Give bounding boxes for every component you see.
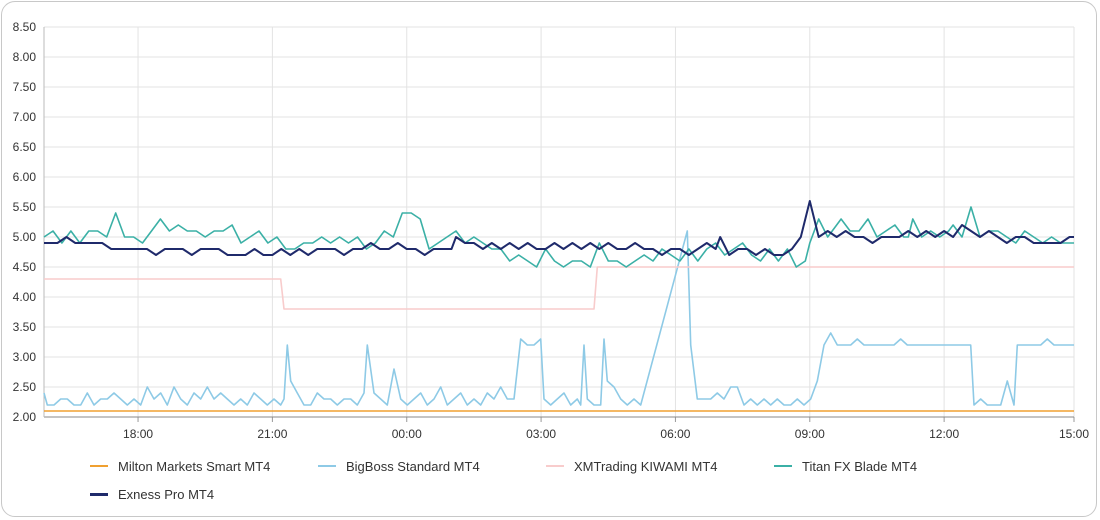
y-tick-label: 4.00: [13, 290, 37, 304]
legend-label: Titan FX Blade MT4: [802, 458, 918, 474]
x-tick-label: 18:00: [123, 427, 153, 441]
x-tick-label: 09:00: [795, 427, 825, 441]
y-tick-label: 8.50: [13, 20, 37, 34]
legend-swatch: [90, 492, 108, 496]
legend-label: Exness Pro MT4: [118, 486, 215, 502]
y-tick-label: 8.00: [13, 50, 37, 64]
series-line: [44, 200, 1074, 256]
legend-label: Milton Markets Smart MT4: [118, 458, 271, 474]
x-tick-label: 21:00: [257, 427, 287, 441]
x-tick-label: 03:00: [526, 427, 556, 441]
series-line: [43, 230, 1074, 406]
y-tick-label: 6.00: [13, 170, 37, 184]
y-tick-label: 3.50: [13, 320, 37, 334]
y-tick-label: 3.00: [13, 350, 37, 364]
chart-legend: Milton Markets Smart MT4 BigBoss Standard…: [90, 458, 1010, 502]
y-tick-label: 7.00: [13, 110, 37, 124]
y-tick-label: 5.00: [13, 230, 37, 244]
y-tick-label: 2.50: [13, 380, 37, 394]
series-line: [44, 266, 1074, 310]
x-tick-label: 15:00: [1059, 427, 1089, 441]
series-line: [43, 206, 1074, 268]
x-tick-label: 06:00: [660, 427, 690, 441]
y-tick-label: 4.50: [13, 260, 37, 274]
legend-swatch: [318, 465, 336, 467]
legend-swatch: [774, 465, 792, 467]
legend-item[interactable]: BigBoss Standard MT4: [318, 458, 546, 474]
x-tick-label: 00:00: [392, 427, 422, 441]
y-tick-label: 2.00: [13, 410, 37, 424]
legend-item[interactable]: XMTrading KIWAMI MT4: [546, 458, 774, 474]
legend-item[interactable]: Milton Markets Smart MT4: [90, 458, 318, 474]
y-tick-label: 5.50: [13, 200, 37, 214]
legend-label: XMTrading KIWAMI MT4: [574, 458, 718, 474]
y-tick-label: 7.50: [13, 80, 37, 94]
legend-item[interactable]: Titan FX Blade MT4: [774, 458, 1002, 474]
y-tick-label: 6.50: [13, 140, 37, 154]
legend-swatch: [90, 465, 108, 467]
x-tick-label: 12:00: [929, 427, 959, 441]
legend-label: BigBoss Standard MT4: [346, 458, 480, 474]
legend-swatch: [546, 465, 564, 467]
legend-item[interactable]: Exness Pro MT4: [90, 486, 318, 502]
